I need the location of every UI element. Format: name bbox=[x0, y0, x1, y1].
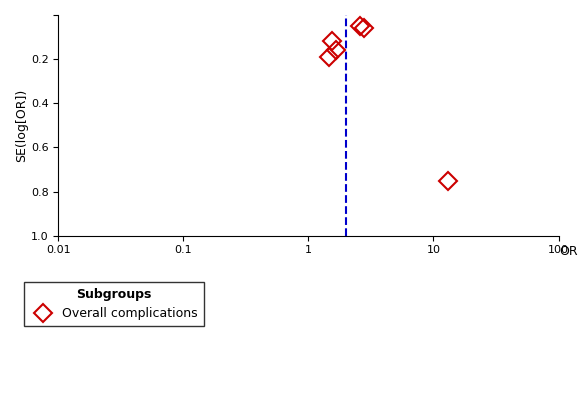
Legend: Overall complications: Overall complications bbox=[25, 282, 204, 326]
Y-axis label: SE(log[OR]): SE(log[OR]) bbox=[15, 89, 28, 162]
X-axis label: OR: OR bbox=[559, 245, 578, 258]
